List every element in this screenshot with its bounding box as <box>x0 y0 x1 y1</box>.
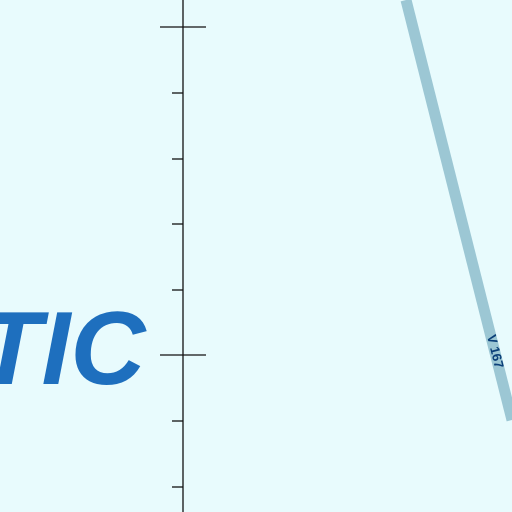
airway-line[interactable] <box>400 0 512 422</box>
airway-label: V 167 <box>484 333 507 370</box>
meridian-line <box>160 0 206 512</box>
water-body-label: TIC <box>0 291 147 407</box>
